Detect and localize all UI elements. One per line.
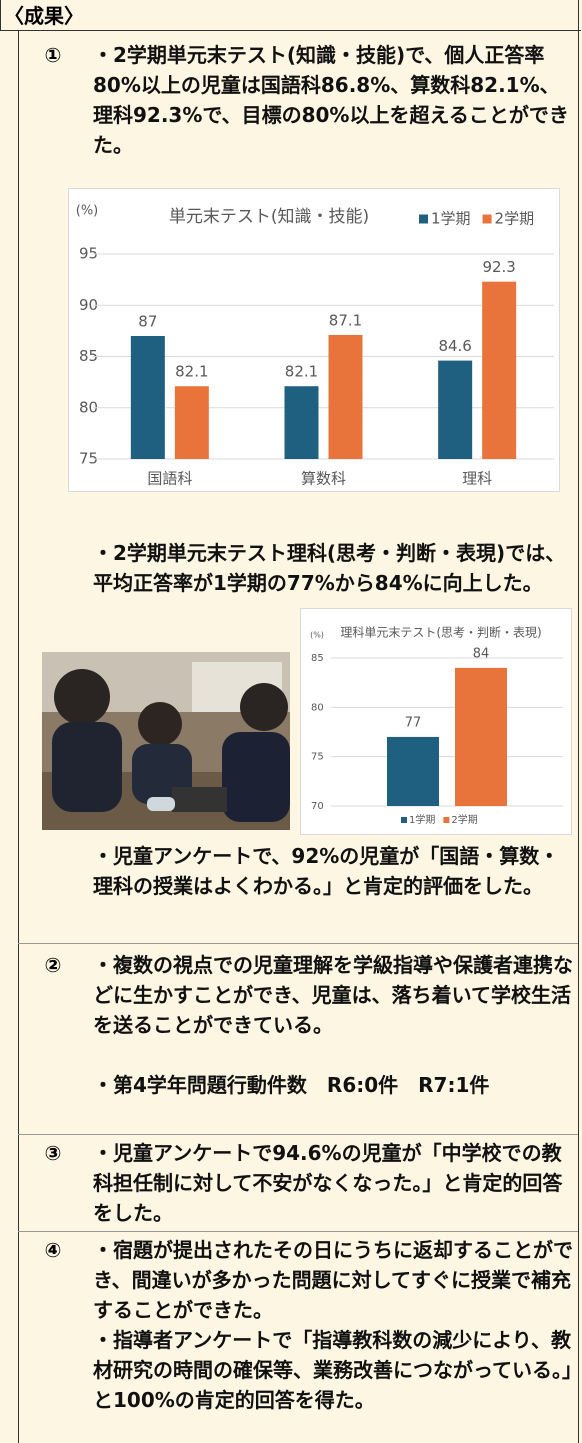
row-divider xyxy=(18,1134,578,1135)
bar xyxy=(329,335,363,459)
x-tick-label: 理科 xyxy=(462,470,492,488)
header: 〈成果〉 xyxy=(4,2,84,30)
legend-label: 1学期 xyxy=(409,813,435,826)
border-header xyxy=(0,0,1,30)
chart-title: 理科単元末テスト(思考・判断・表現) xyxy=(340,625,541,640)
row-divider xyxy=(18,943,578,944)
value-label: 92.3 xyxy=(482,258,515,276)
legend-label: 1学期 xyxy=(431,210,471,228)
value-label: 82.1 xyxy=(285,363,318,381)
paragraph: ・宿題が提出されたその日にうちに返却することができ、間違いが多かった問題に対して… xyxy=(93,1235,573,1325)
y-tick-label: 85 xyxy=(311,653,324,664)
paragraph: ・2学期単元末テスト(知識・技能)で、個人正答率80%以上の児童は国語科86.8… xyxy=(93,40,573,160)
legend-label: 2学期 xyxy=(495,210,535,228)
value-label: 84 xyxy=(473,646,490,661)
bar xyxy=(285,386,319,459)
header-row xyxy=(0,0,581,31)
item-number: ④ xyxy=(38,1235,68,1265)
legend-swatch xyxy=(483,215,492,224)
row-divider xyxy=(18,1231,578,1232)
chart-title: 単元末テスト(知識・技能) xyxy=(169,207,369,227)
legend-swatch xyxy=(443,817,449,823)
bar xyxy=(455,668,507,806)
y-tick-label: 75 xyxy=(311,752,324,763)
y-axis-label: (%) xyxy=(310,631,324,640)
value-label: 84.6 xyxy=(438,337,471,355)
photo xyxy=(42,652,290,830)
bar xyxy=(175,386,209,459)
paragraph: ・児童アンケートで、92%の児童が「国語・算数・理科の授業はよくわかる。」と肯定… xyxy=(93,841,573,901)
legend-swatch xyxy=(401,817,407,823)
paragraph: ・児童アンケートで94.6%の児童が「中学校での教科担任制に対して不安がなくなっ… xyxy=(93,1138,573,1228)
value-label: 77 xyxy=(405,715,422,730)
item-number: ② xyxy=(38,950,68,980)
y-tick-label: 80 xyxy=(311,702,324,713)
x-tick-label: 国語科 xyxy=(147,470,192,488)
border-right xyxy=(578,0,579,1443)
paragraph: ・複数の視点での児童理解を学級指導や保護者連携などに生かすことができ、児童は、落… xyxy=(93,950,573,1040)
y-axis-label: (%) xyxy=(76,204,99,219)
y-tick-label: 70 xyxy=(311,801,324,812)
bar xyxy=(387,737,439,806)
chart-frame: 理科単元末テスト(思考・判断・表現) (%) 70 75 80 85 77 84 1学期 2学期 xyxy=(300,608,572,835)
bar xyxy=(482,282,516,459)
value-label: 82.1 xyxy=(175,363,208,381)
chart: 理科単元末テスト(思考・判断・表現) (%) 70 75 80 85 77 84 1学期 2学期 xyxy=(301,609,571,834)
paragraph: ・第4学年問題行動件数 R6:0件 R7:1件 xyxy=(93,1070,573,1100)
item-number: ③ xyxy=(38,1138,68,1168)
legend-swatch xyxy=(419,215,428,224)
x-tick-label: 算数科 xyxy=(301,470,346,488)
paragraph: ・指導者アンケートで「指導教科数の減少により、教材研究の時間の確保等、業務改善に… xyxy=(93,1325,573,1415)
item-number: ① xyxy=(38,40,68,70)
page: 〈成果〉 ① ・2学期単元末テスト(知識・技能)で、個人正答率80%以上の児童は… xyxy=(0,0,582,1443)
legend-label: 2学期 xyxy=(451,813,477,826)
value-label: 87.1 xyxy=(329,311,362,329)
chart: 単元末テスト(知識・技能)(%)7580859095国語科8782.1算数科82… xyxy=(69,189,559,491)
bar xyxy=(131,336,165,459)
paragraph: ・2学期単元末テスト理科(思考・判断・表現)では、平均正答率が1学期の77%から… xyxy=(93,538,573,598)
value-label: 87 xyxy=(138,313,157,331)
bar xyxy=(438,361,472,459)
